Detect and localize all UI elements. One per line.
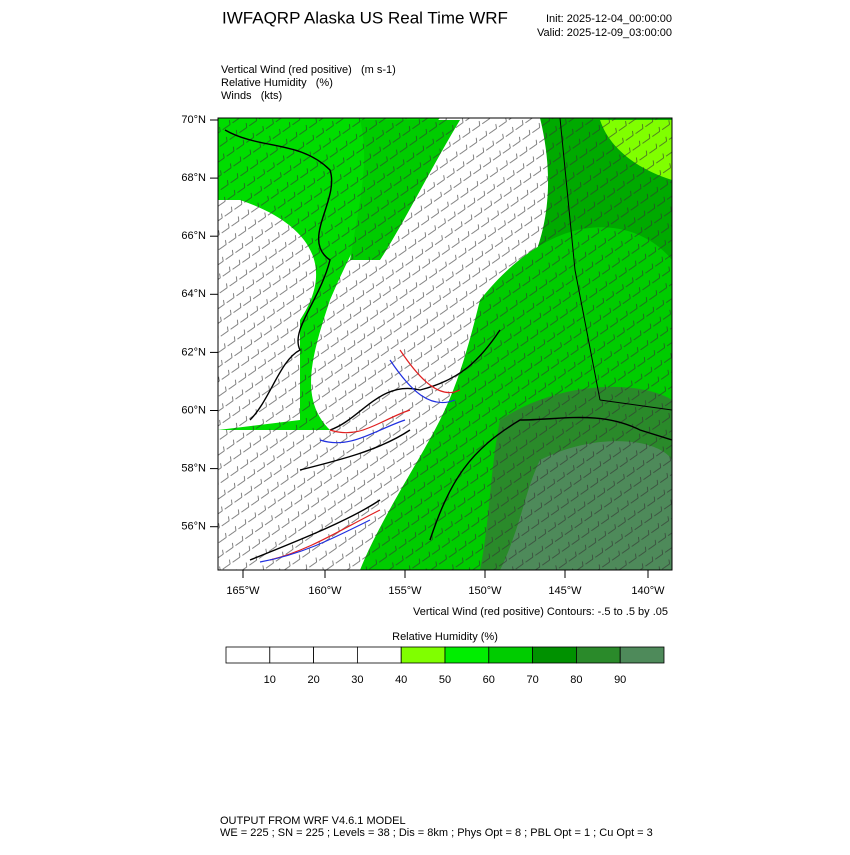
lat-label: 56°N xyxy=(181,521,206,533)
lon-label: 145°W xyxy=(548,585,582,597)
field-label: Vertical Wind (red positive) (m s-1) xyxy=(221,64,396,76)
lat-label: 62°N xyxy=(181,346,206,358)
map xyxy=(218,118,672,570)
init-time: Init: 2025-12-04_00:00:00 xyxy=(546,13,672,25)
colorbar-tick-label: 10 xyxy=(264,674,276,686)
colorbar-title: Relative Humidity (%) xyxy=(392,631,498,643)
colorbar-box xyxy=(313,646,358,664)
title: IWFAQRP Alaska US Real Time WRF xyxy=(222,8,508,27)
footer-line: OUTPUT FROM WRF V4.6.1 MODEL xyxy=(220,815,406,827)
colorbar-tick-label: 40 xyxy=(395,674,407,686)
lat-label: 66°N xyxy=(181,230,206,242)
lat-label: 58°N xyxy=(181,463,206,475)
lat-labels: 70°N 68°N 66°N 64°N 62°N 60°N 58°N 56°N xyxy=(181,114,218,533)
colorbar-box xyxy=(532,646,577,664)
field-label: Relative Humidity (%) xyxy=(221,77,333,89)
lon-label: 150°W xyxy=(468,585,502,597)
lon-label: 140°W xyxy=(631,585,665,597)
lat-label: 60°N xyxy=(181,404,206,416)
lon-label: 155°W xyxy=(388,585,422,597)
colorbar-box xyxy=(488,646,533,664)
colorbar-tick-label: 60 xyxy=(483,674,495,686)
colorbar-box xyxy=(619,646,665,664)
colorbar-tick-label: 70 xyxy=(526,674,538,686)
colorbar-box xyxy=(576,646,621,664)
colorbar-box xyxy=(269,646,314,664)
colorbar-tick-label: 30 xyxy=(351,674,363,686)
lat-label: 70°N xyxy=(181,114,206,126)
field-label: Winds (kts) xyxy=(221,90,282,102)
colorbar: 10 20 30 40 50 60 70 80 90 xyxy=(225,646,665,686)
colorbar-box xyxy=(444,646,490,664)
valid-time: Valid: 2025-12-09_03:00:00 xyxy=(537,27,672,39)
contour-note: Vertical Wind (red positive) Contours: -… xyxy=(413,606,668,618)
lon-label: 165°W xyxy=(226,585,260,597)
footer-line: WE = 225 ; SN = 225 ; Levels = 38 ; Dis … xyxy=(220,827,653,839)
colorbar-box xyxy=(356,646,402,664)
lon-labels: 165°W 160°W 155°W 150°W 145°W 140°W xyxy=(226,570,665,597)
colorbar-tick-label: 20 xyxy=(307,674,319,686)
lat-label: 64°N xyxy=(181,288,206,300)
colorbar-box xyxy=(225,646,271,664)
colorbar-tick-label: 80 xyxy=(570,674,582,686)
colorbar-box xyxy=(400,646,446,664)
map-frame xyxy=(217,117,673,571)
colorbar-tick-label: 90 xyxy=(614,674,626,686)
lat-label: 68°N xyxy=(181,172,206,184)
colorbar-tick-label: 50 xyxy=(439,674,451,686)
lon-label: 160°W xyxy=(308,585,342,597)
